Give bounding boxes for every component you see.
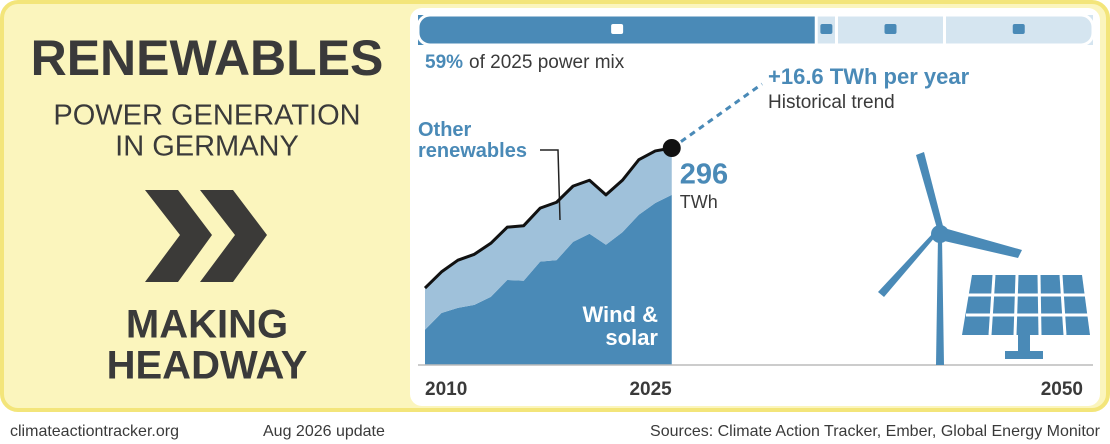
solar-grid bbox=[966, 274, 1088, 336]
trend-value: +16.6 TWh per year bbox=[768, 64, 970, 89]
mix-caption-text: of 2025 power mix bbox=[469, 52, 625, 73]
wind-turbine bbox=[878, 152, 1022, 365]
chevron bbox=[145, 190, 212, 282]
total-label: 296 bbox=[680, 159, 728, 191]
mix-icon bbox=[611, 24, 624, 34]
leader-line bbox=[540, 149, 561, 221]
area bbox=[425, 194, 672, 365]
footer-site: climateactiontracker.org bbox=[10, 423, 179, 440]
footer-sources: Sources: Climate Action Tracker, Ember, … bbox=[650, 423, 1101, 440]
total-dot bbox=[662, 139, 681, 157]
mix-icon bbox=[884, 24, 897, 34]
footer-date: Aug 2026 update bbox=[263, 423, 385, 440]
mix-icon bbox=[1012, 24, 1025, 34]
total-unit: TWh bbox=[680, 192, 718, 212]
area bbox=[425, 148, 672, 330]
headline: MAKING bbox=[126, 303, 288, 347]
total-line bbox=[423, 146, 673, 290]
series-label: Other renewables bbox=[418, 120, 527, 162]
mix-outline bbox=[416, 13, 1095, 47]
chevron bbox=[200, 190, 267, 282]
x-tick-label: 2010 bbox=[425, 379, 467, 400]
mix-icon bbox=[820, 24, 833, 34]
series-label: Wind & solar bbox=[582, 303, 658, 351]
title: RENEWABLES bbox=[31, 30, 384, 86]
mix-caption: 59% of 2025 power mix bbox=[425, 52, 625, 73]
trend-caption: Historical trend bbox=[768, 92, 895, 113]
series-label-box: Wind & solar bbox=[582, 303, 658, 351]
x-tick-label: 2025 bbox=[629, 379, 672, 400]
headline: HEADWAY bbox=[107, 344, 308, 388]
subtitle: IN GERMANY bbox=[115, 131, 299, 163]
mix-share: 59% bbox=[425, 52, 463, 73]
series-label-box: Other renewables bbox=[418, 120, 527, 162]
x-tick-label: 2050 bbox=[1041, 379, 1083, 400]
trend-line bbox=[671, 82, 763, 150]
subtitle: POWER GENERATION bbox=[53, 100, 360, 132]
